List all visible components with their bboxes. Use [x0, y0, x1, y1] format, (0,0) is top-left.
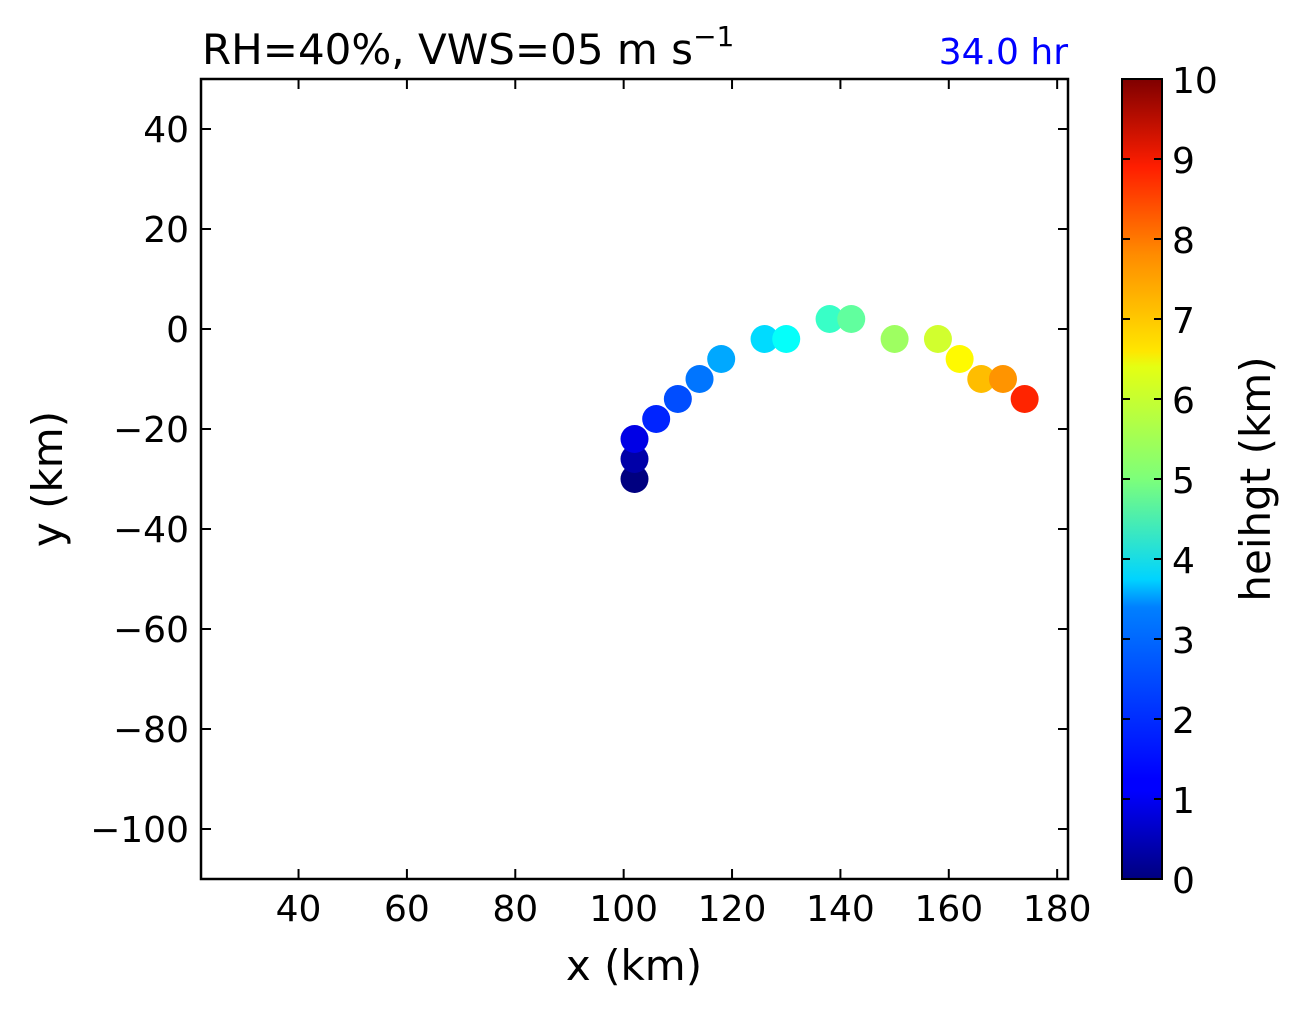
x-axis-ticks: 40 60 80 100 120 140 160 180	[276, 79, 1092, 930]
y-tick-label: −60	[113, 610, 189, 651]
scatter-point	[880, 325, 909, 353]
scatter-point	[685, 365, 714, 393]
y-tick-label: −20	[113, 410, 189, 451]
scatter-point	[945, 345, 974, 373]
scatter-point	[1010, 385, 1039, 413]
colorbar-tick-label: 9	[1172, 141, 1195, 182]
scatter-point	[967, 365, 996, 393]
x-tick-label: 60	[384, 889, 430, 930]
colorbar-tick-label: 4	[1172, 541, 1195, 582]
scatter-point	[772, 325, 801, 353]
chart-title-superscript: −1	[693, 20, 734, 53]
colorbar-tick-label: 10	[1172, 61, 1218, 102]
x-tick-label: 40	[276, 889, 322, 930]
y-tick-label: −100	[90, 810, 189, 851]
y-axis-label: y (km)	[23, 411, 72, 547]
scatter-point	[620, 445, 649, 473]
scatter-point	[837, 305, 866, 333]
chart-title: RH=40%, VWS=05 m s−1	[202, 20, 734, 74]
colorbar-ticks: 0 1 2 3 4 5 6 7 8 9 10	[1122, 61, 1218, 902]
colorbar-label: heihgt (km)	[1231, 356, 1280, 601]
colorbar-tick-label: 2	[1172, 701, 1195, 742]
scatter-point	[620, 425, 649, 453]
x-tick-label: 80	[492, 889, 538, 930]
y-tick-label: 20	[143, 210, 189, 251]
time-label: 34.0 hr	[939, 32, 1068, 73]
colorbar-tick-label: 3	[1172, 621, 1195, 662]
x-axis-label: x (km)	[566, 941, 702, 990]
y-tick-label: −40	[113, 510, 189, 551]
scatter-point	[642, 405, 671, 433]
y-tick-label: 40	[143, 110, 189, 151]
scatter-point	[620, 465, 649, 493]
colorbar-tick-label: 7	[1172, 301, 1195, 342]
chart-title-main: RH=40%, VWS=05 m s	[202, 25, 693, 74]
scatter-point	[815, 305, 844, 333]
x-tick-label: 120	[698, 889, 767, 930]
colorbar-tick-label: 6	[1172, 381, 1195, 422]
scatter-point	[663, 385, 692, 413]
x-tick-label: 140	[806, 889, 875, 930]
y-tick-label: −80	[113, 710, 189, 751]
scatter-point	[707, 345, 736, 373]
scatter-point	[988, 365, 1017, 393]
y-axis-ticks: 40 20 0 −20 −40 −60 −80 −100	[90, 110, 1068, 851]
colorbar-tick-label: 8	[1172, 221, 1195, 262]
x-tick-label: 160	[914, 889, 983, 930]
scatter-point	[923, 325, 952, 353]
scatter-points	[620, 305, 1039, 493]
scatter-point	[750, 325, 779, 353]
x-tick-label: 180	[1023, 889, 1092, 930]
colorbar-tick-label: 5	[1172, 461, 1195, 502]
colorbar-tick-label: 1	[1172, 781, 1195, 822]
x-tick-label: 100	[589, 889, 658, 930]
colorbar-tick-label: 0	[1172, 861, 1195, 902]
y-tick-label: 0	[166, 310, 189, 351]
